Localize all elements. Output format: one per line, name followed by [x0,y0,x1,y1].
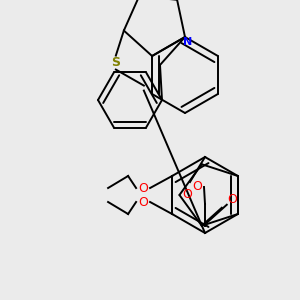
Text: O: O [192,181,202,194]
Text: O: O [138,182,148,194]
Text: O: O [182,188,192,202]
Text: O: O [227,193,237,206]
Text: N: N [183,37,193,47]
Text: O: O [138,196,148,208]
Text: S: S [111,56,120,69]
